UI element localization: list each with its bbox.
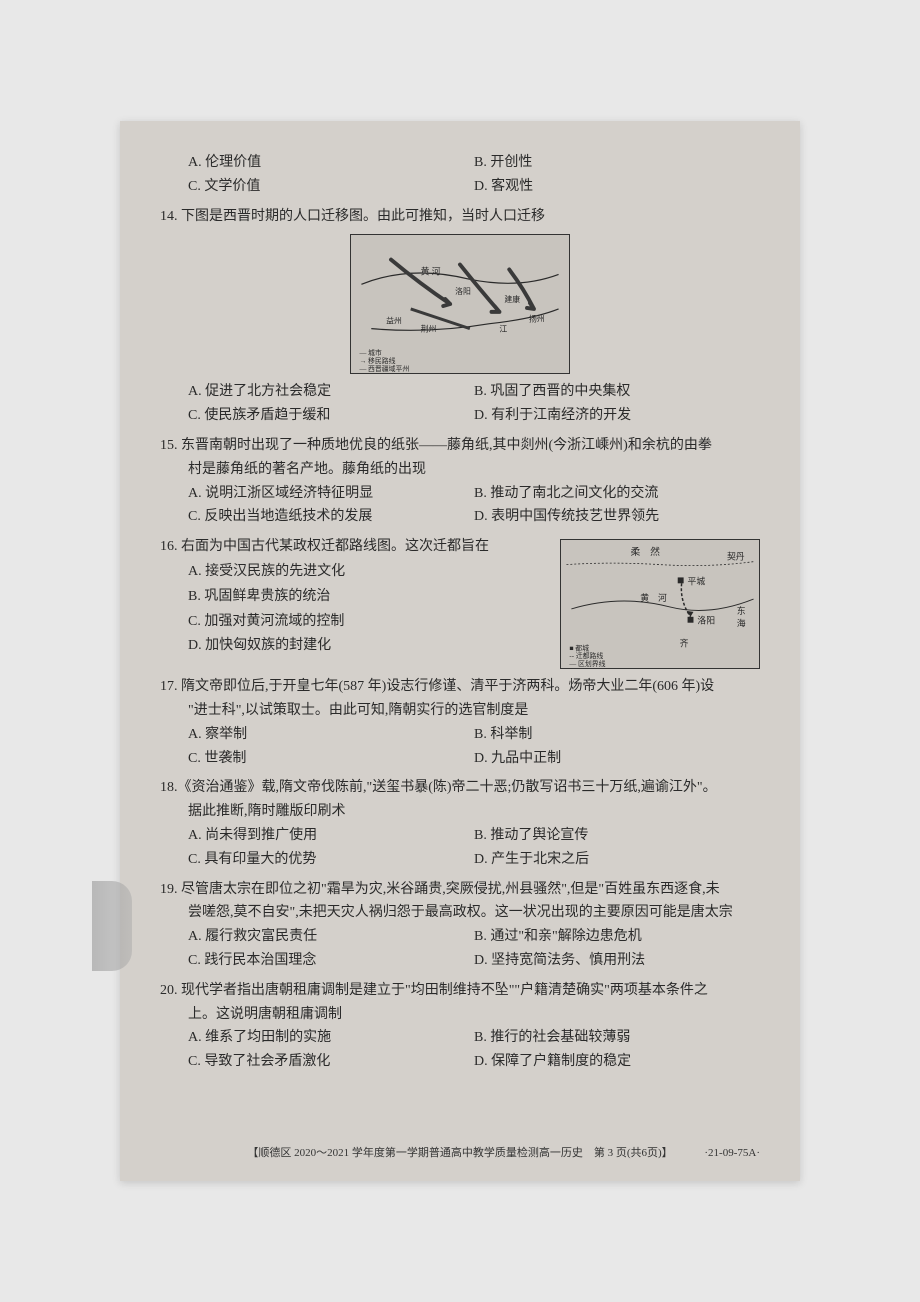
q17-options-row2: C. 世袭制 D. 九品中正制 bbox=[188, 747, 760, 771]
footer-code: ·21-09-75A· bbox=[704, 1144, 760, 1163]
svg-text:洛阳: 洛阳 bbox=[697, 615, 715, 626]
q14-option-d: D. 有利于江南经济的开发 bbox=[474, 404, 760, 428]
q13-option-b: B. 开创性 bbox=[474, 151, 760, 175]
svg-text:→ 移民路线: → 移民路线 bbox=[359, 357, 395, 366]
q14-stem: 14. 下图是西晋时期的人口迁移图。由此可推知，当时人口迁移 bbox=[188, 205, 760, 229]
svg-text:黄 河: 黄 河 bbox=[421, 266, 441, 277]
question-15: 15. 东晋南朝时出现了一种质地优良的纸张——藤角纸,其中剡州(今浙江嵊州)和余… bbox=[160, 434, 760, 529]
svg-text:柔 然: 柔 然 bbox=[630, 545, 660, 558]
q18-option-a: A. 尚未得到推广使用 bbox=[188, 824, 474, 848]
q14-option-c: C. 使民族矛盾趋于缓和 bbox=[188, 404, 474, 428]
q20-option-b: B. 推行的社会基础较薄弱 bbox=[474, 1026, 760, 1050]
q20-option-c: C. 导致了社会矛盾激化 bbox=[188, 1050, 474, 1074]
q17-cont: "进士科",以试策取士。由此可知,隋朝实行的选官制度是 bbox=[188, 699, 760, 723]
q15-option-d: D. 表明中国传统技艺世界领先 bbox=[474, 505, 760, 529]
q20-cont: 上。这说明唐朝租庸调制 bbox=[188, 1003, 760, 1027]
q18-options-row1: A. 尚未得到推广使用 B. 推动了舆论宣传 bbox=[188, 824, 760, 848]
svg-text:洛阳: 洛阳 bbox=[455, 287, 471, 297]
q20-option-a: A. 维系了均田制的实施 bbox=[188, 1026, 474, 1050]
q15-options-row2: C. 反映出当地造纸技术的发展 D. 表明中国传统技艺世界领先 bbox=[188, 505, 760, 529]
q16-capital-move-map: 柔 然 契丹 黄 河 平城 洛阳 东 海 齐 ■ 都城 -- 迁都路线 — 区划… bbox=[560, 539, 760, 669]
footer-text: 【顺德区 2020～2021 学年度第一学期普通高中教学质量检测高一历史 第 3… bbox=[247, 1147, 672, 1159]
svg-text:-- 迁都路线: -- 迁都路线 bbox=[569, 651, 603, 660]
q15-option-b: B. 推动了南北之间文化的交流 bbox=[474, 482, 760, 506]
q17-stem: 17. 隋文帝即位后,于开皇七年(587 年)设志行修谨、清平于济两科。炀帝大业… bbox=[188, 675, 760, 699]
q19-options-row1: A. 履行救灾富民责任 B. 通过"和亲"解除边患危机 bbox=[188, 925, 760, 949]
q17-options-row1: A. 察举制 B. 科举制 bbox=[188, 723, 760, 747]
svg-text:契丹: 契丹 bbox=[727, 551, 745, 562]
q17-option-d: D. 九品中正制 bbox=[474, 747, 760, 771]
q15-option-c: C. 反映出当地造纸技术的发展 bbox=[188, 505, 474, 529]
q17-option-b: B. 科举制 bbox=[474, 723, 760, 747]
svg-text:— 西晋疆域平州: — 西晋疆域平州 bbox=[358, 364, 409, 373]
q19-options-row2: C. 践行民本治国理念 D. 坚持宽简法务、慎用刑法 bbox=[188, 949, 760, 973]
svg-text:荆州: 荆州 bbox=[421, 324, 437, 334]
q14-options-row2: C. 使民族矛盾趋于缓和 D. 有利于江南经济的开发 bbox=[188, 404, 760, 428]
svg-text:江: 江 bbox=[499, 325, 507, 334]
page-footer: 【顺德区 2020～2021 学年度第一学期普通高中教学质量检测高一历史 第 3… bbox=[120, 1144, 800, 1163]
q18-option-c: C. 具有印量大的优势 bbox=[188, 848, 474, 872]
svg-text:海: 海 bbox=[737, 618, 746, 629]
q17-option-a: A. 察举制 bbox=[188, 723, 474, 747]
q13-option-a: A. 伦理价值 bbox=[188, 151, 474, 175]
question-17: 17. 隋文帝即位后,于开皇七年(587 年)设志行修谨、清平于济两科。炀帝大业… bbox=[160, 675, 760, 770]
page-tab-decoration bbox=[92, 881, 132, 971]
q13-option-d: D. 客观性 bbox=[474, 175, 760, 199]
q14-option-b: B. 巩固了西晋的中央集权 bbox=[474, 380, 760, 404]
svg-text:益州: 益州 bbox=[386, 316, 402, 326]
exam-page: A. 伦理价值 B. 开创性 C. 文学价值 D. 客观性 14. 下图是西晋时… bbox=[120, 121, 800, 1181]
q15-stem: 15. 东晋南朝时出现了一种质地优良的纸张——藤角纸,其中剡州(今浙江嵊州)和余… bbox=[188, 434, 760, 458]
question-14: 14. 下图是西晋时期的人口迁移图。由此可推知，当时人口迁移 黄 河 洛阳 建康… bbox=[160, 205, 760, 428]
q19-option-a: A. 履行救灾富民责任 bbox=[188, 925, 474, 949]
q20-option-d: D. 保障了户籍制度的稳定 bbox=[474, 1050, 760, 1074]
svg-text:扬州: 扬州 bbox=[529, 314, 545, 324]
svg-text:建康: 建康 bbox=[504, 294, 520, 304]
q15-option-a: A. 说明江浙区域经济特征明显 bbox=[188, 482, 474, 506]
q18-options-row2: C. 具有印量大的优势 D. 产生于北宋之后 bbox=[188, 848, 760, 872]
q17-option-c: C. 世袭制 bbox=[188, 747, 474, 771]
q18-stem: 18.《资治通鉴》载,隋文帝伐陈前,"送玺书暴(陈)帝二十恶;仍散写诏书三十万纸… bbox=[188, 776, 760, 800]
q18-cont: 据此推断,隋时雕版印刷术 bbox=[188, 800, 760, 824]
q19-cont: 尝嗟怨,莫不自安",未把天灾人祸归怨于最高政权。这一状况出现的主要原因可能是唐太… bbox=[188, 901, 760, 925]
q15-cont: 村是藤角纸的著名产地。藤角纸的出现 bbox=[188, 458, 760, 482]
q19-option-d: D. 坚持宽简法务、慎用刑法 bbox=[474, 949, 760, 973]
q20-options-row2: C. 导致了社会矛盾激化 D. 保障了户籍制度的稳定 bbox=[188, 1050, 760, 1074]
q13-options-row2: C. 文学价值 D. 客观性 bbox=[188, 175, 760, 199]
svg-text:— 区划界线: — 区划界线 bbox=[568, 659, 605, 668]
svg-text:齐: 齐 bbox=[680, 638, 689, 649]
q19-option-c: C. 践行民本治国理念 bbox=[188, 949, 474, 973]
q18-option-d: D. 产生于北宋之后 bbox=[474, 848, 760, 872]
q19-option-b: B. 通过"和亲"解除边患危机 bbox=[474, 925, 760, 949]
q14-options-row1: A. 促进了北方社会稳定 B. 巩固了西晋的中央集权 bbox=[188, 380, 760, 404]
q20-stem: 20. 现代学者指出唐朝租庸调制是建立于"均田制维持不坠""户籍清楚确实"两项基… bbox=[188, 979, 760, 1003]
q15-options-row1: A. 说明江浙区域经济特征明显 B. 推动了南北之间文化的交流 bbox=[188, 482, 760, 506]
svg-text:■ 都城: ■ 都城 bbox=[569, 644, 589, 652]
q20-options-row1: A. 维系了均田制的实施 B. 推行的社会基础较薄弱 bbox=[188, 1026, 760, 1050]
question-19: 19. 尽管唐太宗在即位之初"霜旱为灾,米谷踊贵,突厥侵扰,州县骚然",但是"百… bbox=[160, 878, 760, 973]
q13-options-row1: A. 伦理价值 B. 开创性 bbox=[188, 151, 760, 175]
q13-option-c: C. 文学价值 bbox=[188, 175, 474, 199]
question-16: 柔 然 契丹 黄 河 平城 洛阳 东 海 齐 ■ 都城 -- 迁都路线 — 区划… bbox=[160, 535, 760, 669]
question-18: 18.《资治通鉴》载,隋文帝伐陈前,"送玺书暴(陈)帝二十恶;仍散写诏书三十万纸… bbox=[160, 776, 760, 871]
svg-text:平城: 平城 bbox=[688, 576, 706, 586]
svg-text:— 城市: — 城市 bbox=[358, 349, 381, 358]
svg-text:东: 东 bbox=[737, 605, 746, 616]
q18-option-b: B. 推动了舆论宣传 bbox=[474, 824, 760, 848]
svg-text:黄 河: 黄 河 bbox=[640, 592, 667, 603]
q14-option-a: A. 促进了北方社会稳定 bbox=[188, 380, 474, 404]
q19-stem: 19. 尽管唐太宗在即位之初"霜旱为灾,米谷踊贵,突厥侵扰,州县骚然",但是"百… bbox=[188, 878, 760, 902]
q14-migration-map: 黄 河 洛阳 建康 荆州 益州 扬州 江 — 城市 → 移民路线 — 西晋疆域平… bbox=[350, 234, 570, 374]
question-20: 20. 现代学者指出唐朝租庸调制是建立于"均田制维持不坠""户籍清楚确实"两项基… bbox=[160, 979, 760, 1074]
q14-map-container: 黄 河 洛阳 建康 荆州 益州 扬州 江 — 城市 → 移民路线 — 西晋疆域平… bbox=[160, 234, 760, 374]
